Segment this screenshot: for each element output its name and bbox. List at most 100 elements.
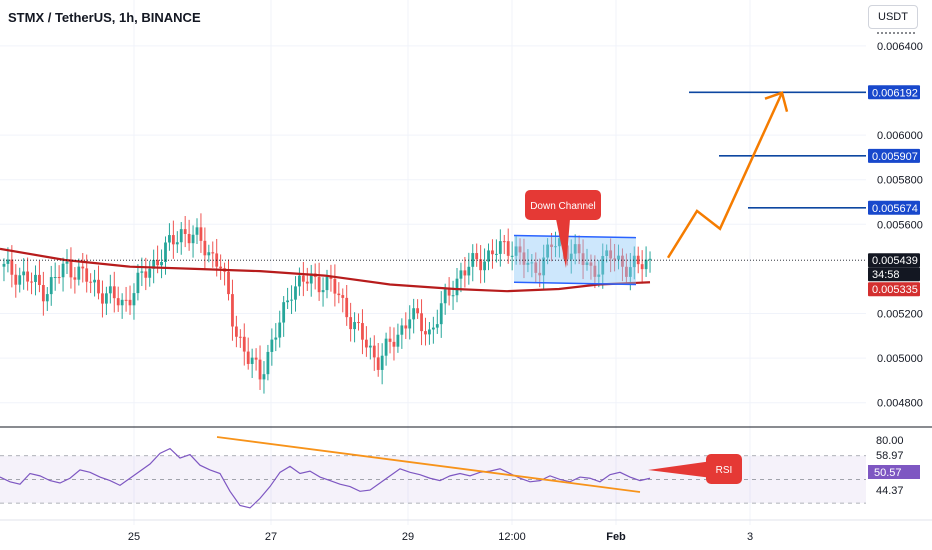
candle[interactable] (168, 235, 171, 243)
price-badge[interactable] (868, 200, 920, 215)
candle[interactable] (416, 308, 420, 314)
candle[interactable] (542, 257, 546, 276)
candle[interactable] (589, 262, 593, 266)
candle[interactable] (498, 241, 502, 254)
candle[interactable] (435, 324, 439, 328)
candle[interactable] (345, 297, 349, 318)
candle[interactable] (624, 266, 628, 277)
candle[interactable] (463, 270, 467, 276)
candle[interactable] (605, 250, 609, 256)
candle[interactable] (294, 286, 297, 300)
candle[interactable] (439, 303, 443, 325)
symbol-header[interactable]: STMX / TetherUS, 1h, BINANCE (8, 10, 201, 25)
candle[interactable] (644, 259, 648, 270)
candle[interactable] (640, 264, 644, 270)
candle[interactable] (628, 267, 632, 277)
price-axis[interactable]: 0.006400 0.006000 0.005800 0.005600 0.005200… (868, 32, 923, 497)
candle[interactable] (309, 273, 313, 284)
candle[interactable] (18, 275, 22, 285)
down-channel-callout[interactable] (525, 190, 601, 220)
candle[interactable] (2, 263, 6, 267)
candle[interactable] (494, 253, 498, 255)
candle[interactable] (152, 259, 156, 269)
candle[interactable] (593, 265, 597, 277)
candle[interactable] (160, 261, 163, 266)
candle[interactable] (380, 355, 384, 370)
candle[interactable] (242, 336, 246, 352)
currency-button[interactable]: USDT (868, 5, 918, 29)
price-pane[interactable]: Down Channel (0, 91, 932, 428)
candle[interactable] (128, 299, 132, 306)
candle[interactable] (238, 336, 242, 338)
price-badge[interactable] (868, 267, 920, 282)
candle[interactable] (53, 277, 57, 279)
candle[interactable] (301, 275, 305, 282)
candle[interactable] (443, 289, 447, 304)
rsi-trend-line[interactable] (216, 436, 641, 493)
candle[interactable] (45, 294, 49, 302)
candle[interactable] (258, 359, 262, 380)
candle[interactable] (108, 286, 112, 294)
candle[interactable] (227, 271, 230, 295)
candle[interactable] (601, 255, 605, 275)
candle[interactable] (431, 327, 435, 330)
candle[interactable] (483, 261, 486, 271)
candle[interactable] (447, 289, 451, 296)
candle[interactable] (278, 322, 282, 338)
candle[interactable] (636, 255, 640, 265)
price-badge[interactable] (868, 253, 920, 268)
candle[interactable] (404, 325, 408, 329)
candle[interactable] (396, 334, 400, 347)
candle[interactable] (632, 255, 636, 268)
candle[interactable] (384, 338, 388, 356)
candle[interactable] (412, 308, 416, 320)
candle[interactable] (254, 357, 258, 360)
candle[interactable] (14, 274, 18, 285)
candle[interactable] (26, 271, 30, 282)
candle[interactable] (22, 271, 26, 276)
candle[interactable] (30, 281, 33, 283)
candle[interactable] (388, 338, 392, 342)
candle[interactable] (191, 234, 195, 244)
candle[interactable] (171, 235, 175, 245)
candle[interactable] (565, 245, 569, 260)
candle[interactable] (104, 293, 108, 304)
candle[interactable] (538, 272, 542, 276)
candle[interactable] (219, 266, 223, 269)
candle[interactable] (231, 294, 234, 327)
candle[interactable] (112, 286, 116, 299)
candle[interactable] (317, 277, 321, 293)
candle[interactable] (341, 295, 345, 298)
candle[interactable] (116, 298, 120, 306)
candle[interactable] (609, 250, 613, 259)
candle[interactable] (81, 266, 85, 269)
candle[interactable] (97, 279, 100, 294)
candle[interactable] (6, 259, 10, 264)
candle[interactable] (266, 351, 270, 375)
candle[interactable] (329, 276, 333, 279)
candle[interactable] (101, 293, 104, 304)
candle[interactable] (648, 258, 652, 260)
candle[interactable] (400, 325, 404, 335)
candle[interactable] (581, 253, 585, 265)
candle[interactable] (10, 259, 14, 275)
candle[interactable] (510, 255, 514, 257)
candle[interactable] (613, 258, 616, 260)
candle[interactable] (156, 259, 160, 266)
candle[interactable] (518, 246, 522, 253)
candle[interactable] (282, 302, 286, 323)
candle[interactable] (290, 299, 293, 301)
candle[interactable] (487, 250, 490, 262)
candle[interactable] (195, 227, 199, 235)
candle[interactable] (554, 246, 557, 248)
rsi-pane[interactable]: RSI (0, 436, 866, 509)
candle[interactable] (522, 252, 526, 265)
candle[interactable] (175, 242, 179, 245)
candle[interactable] (526, 262, 530, 265)
candle[interactable] (325, 276, 329, 291)
candle[interactable] (250, 357, 254, 364)
candle[interactable] (164, 242, 167, 262)
candle[interactable] (514, 246, 518, 256)
candle[interactable] (140, 271, 144, 273)
